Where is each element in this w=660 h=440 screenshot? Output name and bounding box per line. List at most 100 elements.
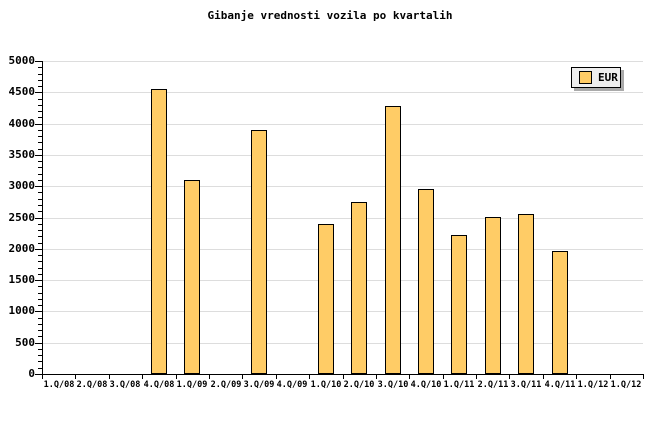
y-minor-tick — [38, 199, 42, 200]
y-minor-tick — [38, 293, 42, 294]
gridline — [42, 311, 643, 312]
y-minor-tick — [38, 167, 42, 168]
gridline — [42, 218, 643, 219]
x-axis-tick — [309, 374, 310, 379]
y-axis-tick-label: 0 — [28, 367, 35, 380]
y-minor-tick — [38, 99, 42, 100]
y-minor-tick — [38, 105, 42, 106]
y-major-tick — [35, 374, 42, 375]
y-minor-tick — [38, 130, 42, 131]
bar — [251, 130, 267, 374]
y-minor-tick — [38, 142, 42, 143]
y-minor-tick — [38, 324, 42, 325]
gridline — [42, 155, 643, 156]
y-minor-tick — [38, 161, 42, 162]
y-minor-tick — [38, 230, 42, 231]
y-minor-tick — [38, 255, 42, 256]
y-minor-tick — [38, 286, 42, 287]
legend: EUR — [571, 67, 621, 88]
y-axis-tick-label: 3000 — [8, 179, 36, 192]
x-axis-tick-label: 3.Q/11 — [510, 380, 542, 390]
x-axis-tick-label: 1.Q/09 — [176, 380, 208, 390]
bar — [385, 106, 401, 374]
gridline — [42, 61, 643, 62]
x-axis-tick-label: 1.Q/10 — [310, 380, 342, 390]
gridline — [42, 92, 643, 93]
x-axis-tick-label: 1.Q/12 — [610, 380, 642, 390]
x-axis-tick-label: 4.Q/10 — [410, 380, 442, 390]
y-major-tick — [35, 343, 42, 344]
bar — [451, 235, 467, 374]
y-axis-tick-label: 500 — [15, 336, 35, 349]
y-axis-tick-label: 5000 — [8, 54, 36, 67]
x-axis-tick-label: 3.Q/10 — [377, 380, 409, 390]
y-minor-tick — [38, 243, 42, 244]
y-major-tick — [35, 280, 42, 281]
x-axis-tick-label: 2.Q/08 — [76, 380, 108, 390]
x-axis-tick-label: 4.Q/11 — [544, 380, 576, 390]
x-axis-tick-label: 4.Q/09 — [276, 380, 308, 390]
y-minor-tick — [38, 111, 42, 112]
bar — [552, 251, 568, 374]
x-axis-tick — [75, 374, 76, 379]
bar — [418, 189, 434, 374]
y-axis-tick-label: 2500 — [8, 211, 36, 224]
y-minor-tick — [38, 330, 42, 331]
y-minor-tick — [38, 74, 42, 75]
y-major-tick — [35, 124, 42, 125]
bar — [151, 89, 167, 374]
x-axis-tick-label: 1.Q/12 — [577, 380, 609, 390]
y-minor-tick — [38, 355, 42, 356]
x-axis-tick-label: 4.Q/08 — [143, 380, 175, 390]
x-axis-tick — [142, 374, 143, 379]
x-axis-tick — [242, 374, 243, 379]
x-axis-tick-label: 1.Q/08 — [43, 380, 75, 390]
y-minor-tick — [38, 211, 42, 212]
y-major-tick — [35, 155, 42, 156]
y-minor-tick — [38, 205, 42, 206]
x-axis-tick — [42, 374, 43, 379]
x-axis-tick — [276, 374, 277, 379]
bar — [518, 214, 534, 374]
x-axis-tick — [610, 374, 611, 379]
y-axis-tick-label: 4500 — [8, 85, 36, 98]
x-axis-tick — [376, 374, 377, 379]
y-minor-tick — [38, 274, 42, 275]
y-minor-tick — [38, 361, 42, 362]
x-axis-tick — [543, 374, 544, 379]
x-axis-tick-label: 1.Q/11 — [443, 380, 475, 390]
bar — [184, 180, 200, 374]
x-axis-tick — [176, 374, 177, 379]
x-axis-tick — [509, 374, 510, 379]
y-minor-tick — [38, 67, 42, 68]
bar — [351, 202, 367, 374]
chart-title: Gibanje vrednosti vozila po kvartalih — [207, 9, 453, 22]
y-minor-tick — [38, 136, 42, 137]
y-major-tick — [35, 249, 42, 250]
y-axis-tick-label: 1500 — [8, 273, 36, 286]
y-minor-tick — [38, 117, 42, 118]
x-axis-tick — [409, 374, 410, 379]
x-axis-tick-label: 3.Q/08 — [109, 380, 141, 390]
x-axis-tick-label: 3.Q/09 — [243, 380, 275, 390]
x-axis-tick-label: 2.Q/11 — [477, 380, 509, 390]
x-axis-tick — [109, 374, 110, 379]
gridline — [42, 124, 643, 125]
y-major-tick — [35, 92, 42, 93]
x-axis-tick-label: 2.Q/10 — [343, 380, 375, 390]
y-axis-tick-label: 3500 — [8, 148, 36, 161]
y-minor-tick — [38, 268, 42, 269]
y-minor-tick — [38, 224, 42, 225]
y-axis-tick-label: 4000 — [8, 117, 36, 130]
y-axis-tick-label: 2000 — [8, 242, 36, 255]
y-major-tick — [35, 61, 42, 62]
x-axis-tick — [476, 374, 477, 379]
y-minor-tick — [38, 174, 42, 175]
y-minor-tick — [38, 86, 42, 87]
y-axis-tick-label: 1000 — [8, 304, 36, 317]
legend-label: EUR — [598, 71, 618, 84]
y-major-tick — [35, 311, 42, 312]
legend-swatch-icon — [579, 71, 592, 84]
y-minor-tick — [38, 368, 42, 369]
